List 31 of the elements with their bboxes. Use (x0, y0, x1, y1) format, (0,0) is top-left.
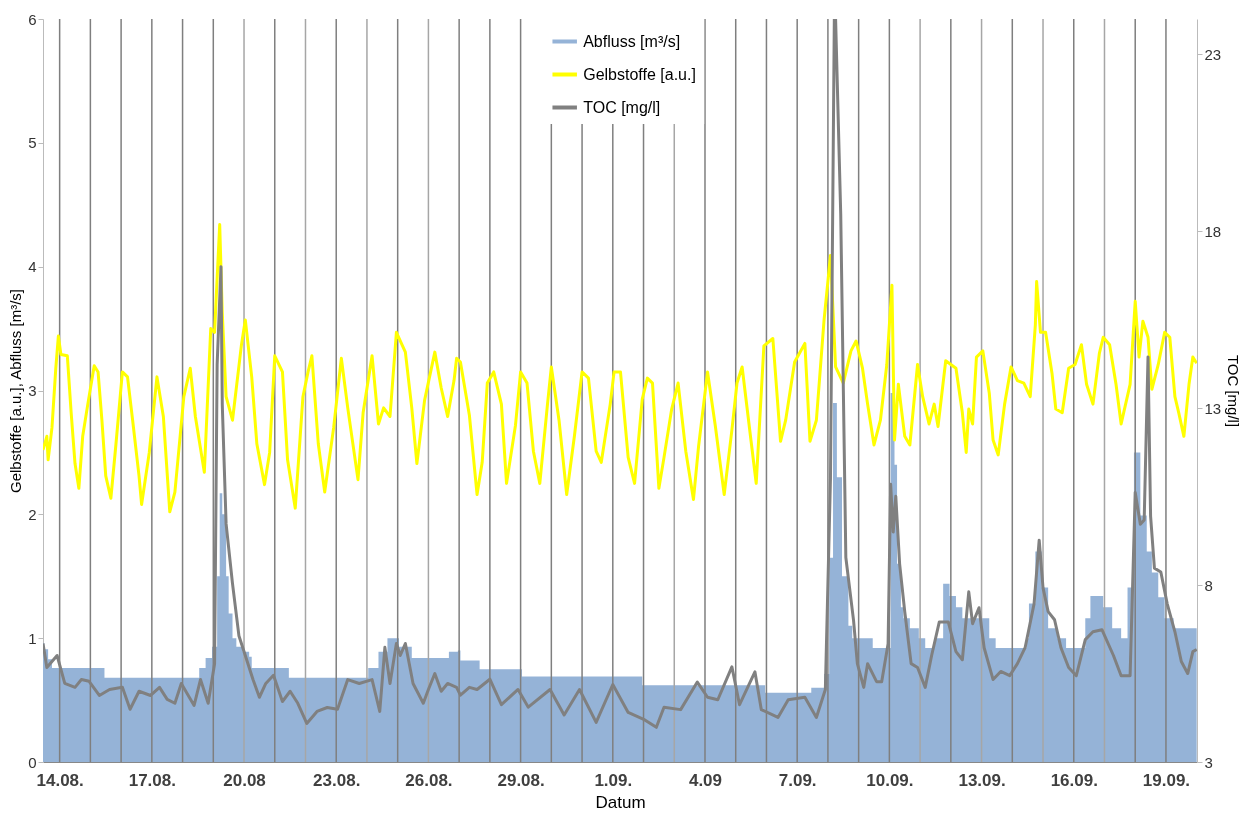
x-tick-label: 17.08. (128, 770, 176, 790)
y2-tick-label: 3 (1204, 753, 1213, 771)
y-tick-label: 0 (28, 753, 37, 771)
x-tick-label: 19.09. (1142, 770, 1191, 790)
y-tick-label: 1 (28, 629, 37, 647)
y2-tick-label: 23 (1204, 45, 1222, 63)
y-tick-label: 4 (28, 258, 37, 276)
y2-tick-label: 18 (1204, 222, 1222, 240)
x-tick-label: 1.09. (594, 770, 633, 790)
x-tick-label: 4.09 (688, 770, 723, 790)
x-tick-label: 23.08. (313, 770, 361, 790)
legend-label: Abfluss [m³/s] (583, 32, 681, 50)
x-tick-label: 16.09. (1050, 770, 1098, 790)
y-tick-label: 3 (28, 382, 37, 399)
x-tick-label: 13.09. (958, 770, 1006, 790)
x-tick-label: 7.09. (778, 770, 817, 790)
y-tick-label: 2 (28, 505, 37, 523)
x-tick-label: 10.09. (866, 770, 914, 790)
x-tick-label: 14.08. (36, 770, 84, 790)
x-tick-label: 20.08 (223, 770, 266, 790)
y-tick-label: 6 (28, 10, 37, 28)
x-tick-label: 26.08. (405, 770, 453, 790)
y-axis-title: Gelbstoffe [a.u.], Abfluss [m³/s] (7, 289, 25, 493)
x-tick-label: 29.08. (497, 770, 545, 790)
y2-tick-label: 13 (1204, 399, 1222, 417)
y2-axis-title: TOC [mg/l] (1225, 354, 1243, 428)
y2-tick-label: 8 (1204, 576, 1213, 594)
legend-label: TOC [mg/l] (583, 98, 661, 116)
y-tick-label: 5 (28, 134, 37, 152)
legend-label: Gelbstoffe [a.u.] (583, 65, 696, 83)
x-axis-title: Datum (595, 792, 646, 812)
